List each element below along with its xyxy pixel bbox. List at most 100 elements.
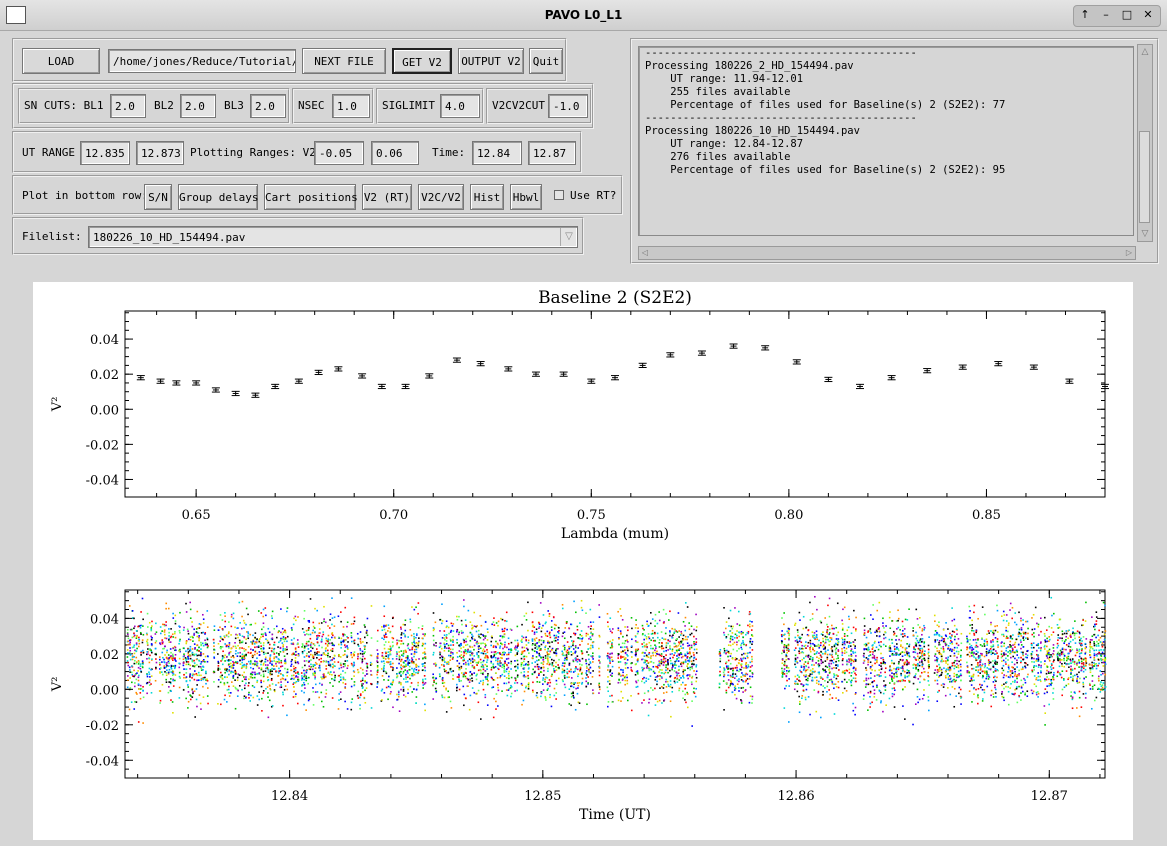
data-point bbox=[198, 650, 200, 652]
data-point bbox=[224, 667, 227, 670]
data-point bbox=[544, 655, 547, 657]
ut-min-field[interactable]: 12.835 bbox=[80, 141, 130, 165]
window-menu-icon[interactable] bbox=[6, 6, 26, 24]
data-point bbox=[679, 634, 682, 636]
path-field[interactable]: /home/jones/Reduce/Tutorial/H bbox=[108, 49, 296, 73]
data-point bbox=[175, 649, 177, 652]
group-delays-button[interactable]: Group delays bbox=[178, 184, 258, 210]
data-point bbox=[661, 642, 663, 644]
data-point bbox=[196, 631, 199, 634]
data-point bbox=[619, 661, 622, 663]
use-rt-checkbox[interactable] bbox=[554, 190, 564, 200]
data-point bbox=[402, 655, 405, 657]
shade-icon[interactable]: ↑ bbox=[1080, 8, 1090, 21]
close-icon[interactable]: ✕ bbox=[1143, 8, 1153, 21]
scroll-left-icon[interactable]: ◁ bbox=[641, 248, 649, 257]
data-point bbox=[205, 682, 207, 685]
data-point bbox=[292, 623, 295, 626]
chevron-down-icon[interactable]: ▽ bbox=[560, 228, 577, 246]
v2-min-field[interactable]: -0.05 bbox=[314, 141, 364, 165]
data-point bbox=[607, 665, 609, 667]
scrollbar-thumb[interactable] bbox=[1139, 131, 1150, 223]
hbwl-button[interactable]: Hbwl bbox=[510, 184, 542, 210]
data-point bbox=[482, 668, 485, 671]
data-point bbox=[338, 654, 340, 656]
data-point bbox=[439, 656, 441, 659]
data-point bbox=[591, 656, 594, 658]
data-point bbox=[728, 625, 730, 627]
data-point bbox=[473, 659, 476, 662]
maximize-icon[interactable]: □ bbox=[1121, 8, 1133, 21]
data-point bbox=[191, 688, 194, 691]
data-point bbox=[150, 675, 153, 677]
data-point bbox=[653, 631, 656, 634]
data-point bbox=[622, 697, 624, 699]
data-point bbox=[297, 662, 300, 665]
data-point bbox=[547, 667, 549, 670]
data-point bbox=[232, 645, 235, 648]
data-point bbox=[286, 640, 288, 643]
data-point bbox=[562, 652, 564, 654]
vertical-scrollbar[interactable]: △ ▽ bbox=[1137, 44, 1153, 242]
nsec-field[interactable]: 1.0 bbox=[332, 94, 370, 118]
bl3-field[interactable]: 2.0 bbox=[250, 94, 286, 118]
data-point bbox=[579, 670, 581, 672]
time-min-field[interactable]: 12.84 bbox=[472, 141, 522, 165]
data-point bbox=[226, 701, 228, 703]
scroll-right-icon[interactable]: ▷ bbox=[1125, 248, 1133, 257]
y-tick-label: -0.04 bbox=[86, 754, 119, 769]
data-point bbox=[781, 662, 784, 665]
hist-button[interactable]: Hist bbox=[470, 184, 504, 210]
data-point bbox=[221, 628, 224, 630]
v2-max-field[interactable]: 0.06 bbox=[371, 141, 419, 165]
load-button[interactable]: LOAD bbox=[22, 48, 100, 74]
data-point bbox=[363, 657, 366, 660]
data-point bbox=[391, 683, 393, 686]
data-point bbox=[448, 696, 450, 698]
scroll-up-icon[interactable]: △ bbox=[1141, 47, 1149, 57]
filelist-dropdown[interactable]: 180226_10_HD_154494.pav bbox=[88, 226, 578, 248]
v2c-v2-button[interactable]: V2C/V2 bbox=[418, 184, 464, 210]
minimize-icon[interactable]: – bbox=[1103, 8, 1109, 21]
v2cv2cut-field[interactable]: -1.0 bbox=[548, 94, 588, 118]
v2-rt-button[interactable]: V2 (RT) bbox=[362, 184, 412, 210]
data-point bbox=[432, 634, 435, 637]
data-point bbox=[164, 645, 166, 648]
data-point bbox=[198, 636, 200, 639]
data-point bbox=[477, 701, 480, 704]
data-point bbox=[200, 678, 203, 681]
sn-button[interactable]: S/N bbox=[144, 184, 172, 210]
data-point bbox=[572, 691, 574, 694]
data-point bbox=[733, 689, 736, 691]
data-point bbox=[563, 662, 566, 664]
data-point bbox=[568, 645, 570, 648]
data-point bbox=[391, 617, 394, 620]
get-v2-button[interactable]: GET V2 bbox=[392, 48, 452, 74]
cart-positions-button[interactable]: Cart positions bbox=[264, 184, 358, 210]
data-point bbox=[539, 602, 542, 604]
data-point bbox=[286, 671, 289, 674]
data-point bbox=[477, 656, 480, 659]
data-point bbox=[787, 670, 790, 673]
scroll-down-icon[interactable]: ▽ bbox=[1141, 229, 1149, 239]
siglimit-field[interactable]: 4.0 bbox=[440, 94, 480, 118]
data-point bbox=[449, 631, 452, 633]
data-point bbox=[165, 674, 168, 677]
data-point bbox=[168, 659, 171, 661]
ut-max-field[interactable]: 12.873 bbox=[136, 141, 184, 165]
bl2-field[interactable]: 2.0 bbox=[180, 94, 216, 118]
bl1-field[interactable]: 2.0 bbox=[110, 94, 146, 118]
data-point bbox=[200, 679, 203, 682]
time-max-field[interactable]: 12.87 bbox=[528, 141, 576, 165]
data-point bbox=[342, 633, 345, 636]
horizontal-scrollbar[interactable]: ◁ ▷ bbox=[638, 246, 1136, 260]
data-point bbox=[142, 722, 144, 724]
data-point bbox=[682, 620, 685, 623]
data-point bbox=[642, 633, 644, 635]
quit-button[interactable]: Quit bbox=[529, 48, 563, 74]
control-panel: LOAD /home/jones/Reduce/Tutorial/H NEXT … bbox=[12, 38, 623, 260]
next-file-button[interactable]: NEXT FILE bbox=[302, 48, 386, 74]
data-point bbox=[326, 649, 329, 652]
data-point bbox=[196, 654, 199, 657]
output-v2-button[interactable]: OUTPUT V2 bbox=[458, 48, 524, 74]
